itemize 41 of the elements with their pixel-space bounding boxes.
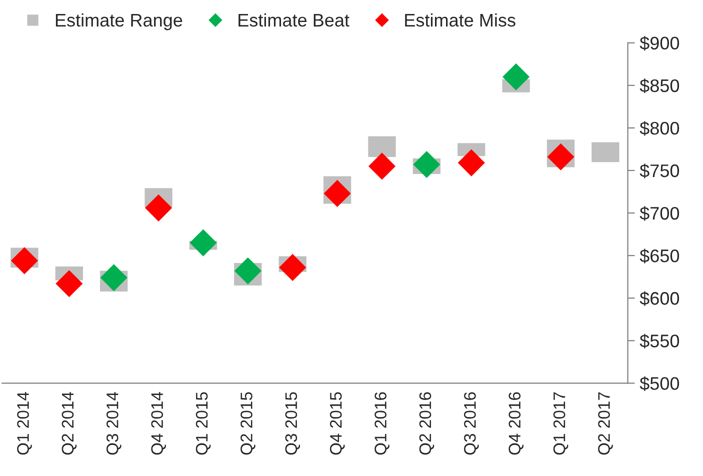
point [458,149,485,176]
x-tick-label: Q1 2014 [17,392,32,455]
point [234,257,262,284]
y-tick-label: $700 [640,206,680,221]
point [10,247,38,274]
x-tick-label: Q1 2015 [196,392,211,455]
x-tick-label: Q1 2016 [374,392,390,455]
y-tick-label: $850 [640,78,680,94]
y-tick-label: $900 [640,36,680,51]
x-tick-label: Q3 2016 [464,392,479,455]
legend-label: Estimate Miss [405,13,516,27]
x-tick-label: Q2 2017 [598,392,613,455]
x-tick-label: Q4 2015 [330,392,345,455]
bar [590,140,621,164]
x-tick-label: Q2 2014 [62,392,77,455]
point [324,180,351,207]
x-tick-label: Q2 2015 [240,392,256,455]
x-tick-label: Q4 2016 [508,392,524,455]
y-tick-label: $600 [640,291,680,306]
point [56,270,83,298]
y-tick-label: $800 [640,121,680,136]
point [368,152,396,180]
x-tick-label: Q4 2014 [151,392,166,455]
bar [366,134,398,158]
x-tick-label: Q3 2014 [106,392,122,455]
point [144,194,172,222]
point [100,264,128,292]
point [279,254,306,281]
point [190,229,217,256]
x-tick-label: Q3 2015 [285,392,300,455]
x-tick-label: Q2 2016 [419,392,434,455]
legend-label: Estimate Beat [238,13,350,27]
legend-label: Estimate Range [56,13,182,30]
point [413,150,440,178]
y-tick-label: $500 [640,376,680,391]
point [547,143,574,170]
y-tick-label: $750 [640,164,680,178]
y-tick-label: $650 [640,248,680,264]
point [502,63,530,90]
x-tick-label: Q1 2017 [553,392,568,455]
y-tick-label: $550 [640,334,680,348]
